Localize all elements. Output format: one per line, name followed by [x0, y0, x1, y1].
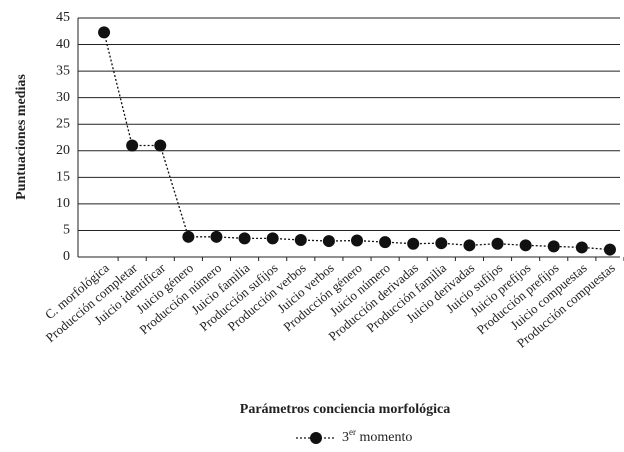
point [575, 241, 588, 254]
point [435, 237, 448, 250]
y-tick-label: 30 [56, 90, 70, 105]
point [154, 139, 167, 152]
point [407, 237, 420, 250]
point [351, 234, 363, 247]
y-tick-label: 5 [63, 223, 70, 238]
y-tick-label: 10 [56, 196, 70, 211]
y-tick-label: 0 [63, 249, 70, 264]
point [519, 239, 532, 252]
y-tick-label: 25 [56, 116, 70, 131]
point [379, 236, 392, 249]
legend-label: 3er momento [342, 427, 412, 445]
y-axis-title: Puntuaciones medias [14, 74, 29, 200]
point [182, 230, 195, 243]
y-tick-label: 20 [56, 143, 70, 158]
point [547, 240, 560, 253]
y-tick-label: 35 [56, 63, 70, 78]
y-tick-label: 45 [56, 10, 70, 25]
point [603, 243, 616, 256]
point [210, 230, 223, 243]
point [491, 237, 504, 250]
point [238, 232, 251, 245]
y-tick-label: 15 [56, 170, 70, 185]
x-axis-title: Parámetros conciencia morfológica [240, 402, 450, 417]
point [266, 232, 279, 245]
series-line [103, 32, 610, 251]
y-tick-label: 40 [56, 37, 70, 52]
point [98, 26, 111, 39]
point [126, 139, 139, 152]
legend-marker [310, 432, 322, 444]
point [463, 239, 476, 252]
point [322, 235, 335, 248]
point [294, 234, 307, 247]
